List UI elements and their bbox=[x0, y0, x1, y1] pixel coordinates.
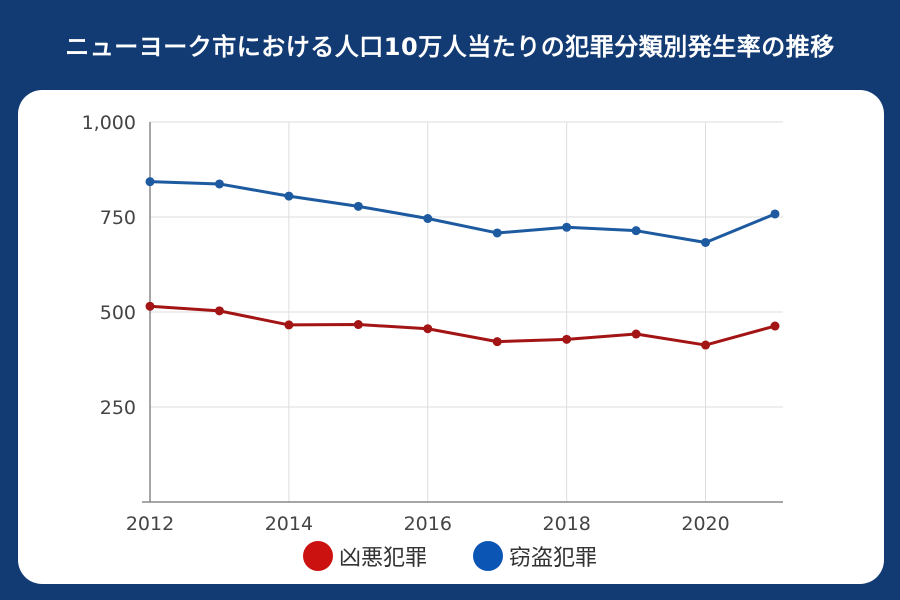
data-point-theft-2015 bbox=[353, 201, 363, 211]
data-point-violent-2019 bbox=[631, 329, 641, 339]
x-tick-label: 2014 bbox=[265, 513, 313, 535]
data-point-theft-2019 bbox=[631, 226, 641, 236]
data-point-violent-2014 bbox=[284, 320, 294, 330]
y-tick-label: 1,000 bbox=[82, 112, 136, 134]
data-point-theft-2021 bbox=[770, 209, 780, 219]
legend: 凶悪犯罪 窃盗犯罪 bbox=[0, 536, 900, 576]
x-tick-label: 2012 bbox=[126, 513, 174, 535]
legend-swatch-theft bbox=[473, 541, 503, 571]
data-point-theft-2013 bbox=[214, 179, 224, 189]
data-point-violent-2016 bbox=[423, 324, 433, 334]
data-point-violent-2021 bbox=[770, 321, 780, 331]
x-tick-label: 2020 bbox=[681, 513, 729, 535]
series-line-violent bbox=[148, 304, 777, 347]
legend-label-theft: 窃盗犯罪 bbox=[509, 546, 598, 571]
data-point-theft-2016 bbox=[423, 214, 433, 224]
data-point-violent-2012 bbox=[145, 301, 155, 311]
series-line-theft bbox=[148, 180, 777, 244]
y-tick-label: 500 bbox=[100, 302, 136, 324]
legend-item-theft: 窃盗犯罪 bbox=[473, 540, 597, 572]
data-point-theft-2012 bbox=[145, 177, 155, 187]
data-point-theft-2018 bbox=[562, 222, 572, 232]
data-point-violent-2017 bbox=[492, 337, 502, 347]
data-point-theft-2017 bbox=[492, 228, 502, 238]
x-tick-label: 2016 bbox=[404, 513, 452, 535]
data-point-violent-2013 bbox=[214, 306, 224, 316]
legend-item-violent: 凶悪犯罪 bbox=[302, 540, 427, 572]
data-point-violent-2018 bbox=[562, 334, 572, 344]
data-point-theft-2020 bbox=[701, 237, 711, 247]
chart-title: ニューヨーク市における人口10万人当たりの犯罪分類別発生率の推移 bbox=[65, 32, 835, 61]
data-point-violent-2015 bbox=[353, 320, 363, 330]
data-point-theft-2014 bbox=[284, 191, 294, 201]
y-tick-label: 250 bbox=[100, 397, 136, 419]
y-tick-label: 750 bbox=[100, 207, 136, 229]
legend-label-violent: 凶悪犯罪 bbox=[338, 546, 427, 571]
data-point-violent-2020 bbox=[701, 340, 711, 350]
legend-swatch-violent bbox=[302, 541, 333, 571]
x-tick-label: 2018 bbox=[542, 513, 590, 535]
